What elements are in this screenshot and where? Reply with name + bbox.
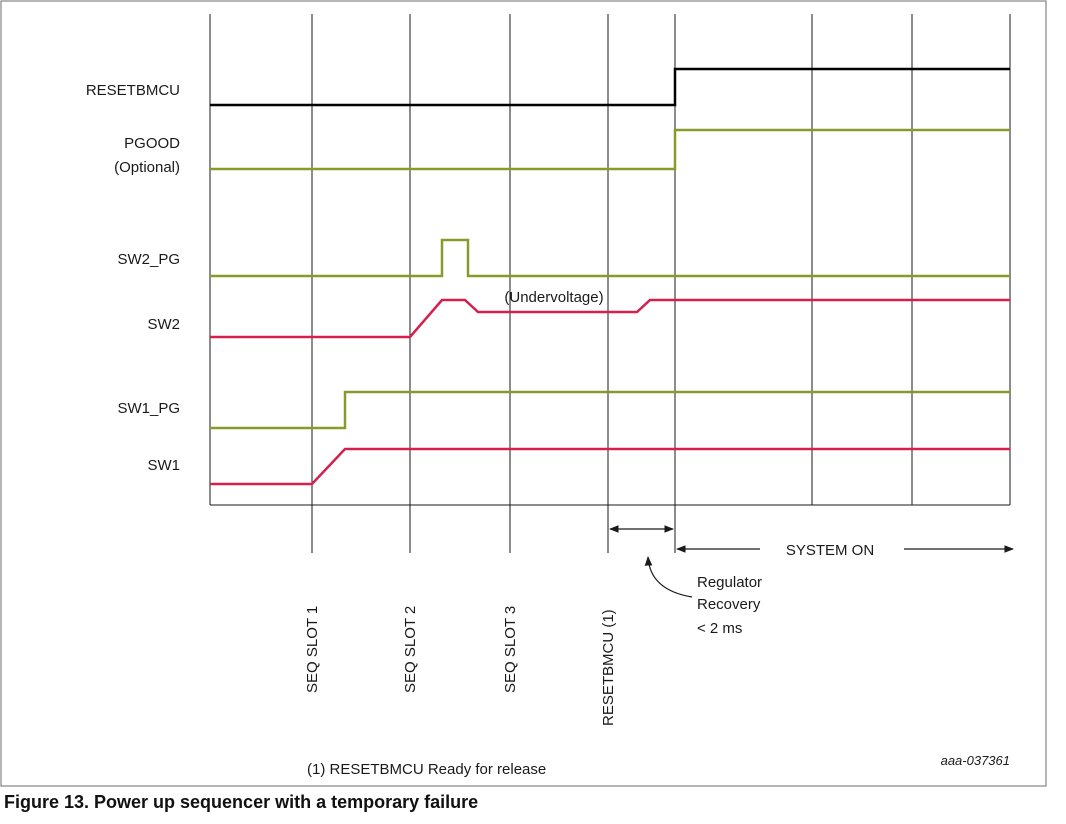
system-on-label: SYSTEM ON bbox=[786, 542, 874, 559]
waveform-sw2 bbox=[210, 298, 1010, 339]
slot-label-resetbmcu: RESETBMCU (1) bbox=[600, 609, 617, 726]
figure-border bbox=[0, 0, 1047, 787]
footnote: (1) RESETBMCU Ready for release bbox=[307, 761, 546, 778]
recovery-leader-arrow bbox=[644, 556, 693, 598]
waveform-sw1-pg bbox=[210, 390, 1010, 430]
signal-label-sw1-pg: SW1_PG bbox=[117, 400, 180, 417]
waveform-pgood bbox=[210, 128, 1010, 171]
waveform-resetbmcu bbox=[210, 67, 1010, 107]
recovery-label-line1: Regulator bbox=[697, 574, 762, 591]
signal-label-sw1: SW1 bbox=[147, 457, 180, 474]
waveform-sw1 bbox=[210, 447, 1010, 486]
signal-label-pgood-optional: (Optional) bbox=[114, 159, 180, 176]
recovery-label-line2: Recovery bbox=[697, 596, 761, 613]
waveform-sw2-pg bbox=[210, 238, 1010, 278]
signal-label-sw2-pg: SW2_PG bbox=[117, 251, 180, 268]
timing-grid bbox=[209, 14, 1011, 553]
slot-label-seq-slot-2: SEQ SLOT 2 bbox=[402, 606, 419, 693]
figure-caption: Figure 13. Power up sequencer with a tem… bbox=[4, 792, 478, 812]
slot-label-seq-slot-1: SEQ SLOT 1 bbox=[304, 606, 321, 693]
document-id: aaa-037361 bbox=[941, 753, 1010, 768]
signal-label-pgood: PGOOD bbox=[124, 135, 180, 152]
recovery-label-line3: < 2 ms bbox=[697, 620, 742, 637]
undervoltage-label: (Undervoltage) bbox=[504, 289, 603, 306]
signal-label-sw2: SW2 bbox=[147, 316, 180, 333]
signal-label-resetbmcu: RESETBMCU bbox=[86, 82, 180, 99]
slot-label-seq-slot-3: SEQ SLOT 3 bbox=[502, 606, 519, 693]
